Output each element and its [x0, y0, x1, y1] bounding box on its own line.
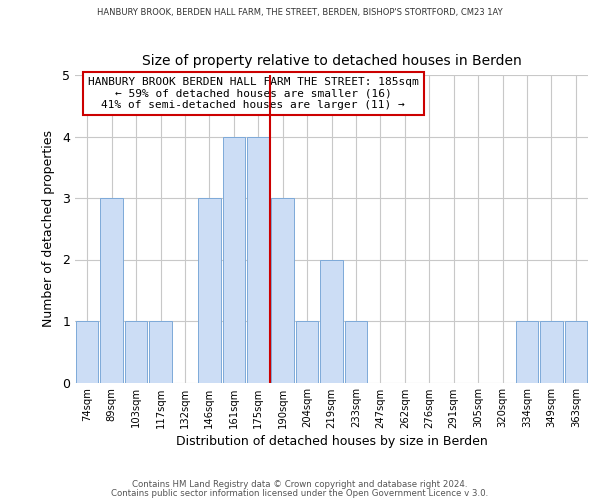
- Title: Size of property relative to detached houses in Berden: Size of property relative to detached ho…: [142, 54, 521, 68]
- Bar: [247, 136, 269, 382]
- Bar: [100, 198, 123, 382]
- Y-axis label: Number of detached properties: Number of detached properties: [42, 130, 55, 327]
- Bar: [125, 321, 148, 382]
- Bar: [515, 321, 538, 382]
- Bar: [76, 321, 98, 382]
- X-axis label: Distribution of detached houses by size in Berden: Distribution of detached houses by size …: [176, 434, 487, 448]
- Bar: [565, 321, 587, 382]
- Bar: [149, 321, 172, 382]
- Bar: [198, 198, 221, 382]
- Bar: [271, 198, 294, 382]
- Bar: [296, 321, 319, 382]
- Bar: [223, 136, 245, 382]
- Text: Contains HM Land Registry data © Crown copyright and database right 2024.: Contains HM Land Registry data © Crown c…: [132, 480, 468, 489]
- Bar: [540, 321, 563, 382]
- Text: Contains public sector information licensed under the Open Government Licence v : Contains public sector information licen…: [112, 488, 488, 498]
- Bar: [320, 260, 343, 382]
- Text: HANBURY BROOK, BERDEN HALL FARM, THE STREET, BERDEN, BISHOP'S STORTFORD, CM23 1A: HANBURY BROOK, BERDEN HALL FARM, THE STR…: [97, 8, 503, 16]
- Bar: [344, 321, 367, 382]
- Text: HANBURY BROOK BERDEN HALL FARM THE STREET: 185sqm
← 59% of detached houses are s: HANBURY BROOK BERDEN HALL FARM THE STREE…: [88, 76, 419, 110]
